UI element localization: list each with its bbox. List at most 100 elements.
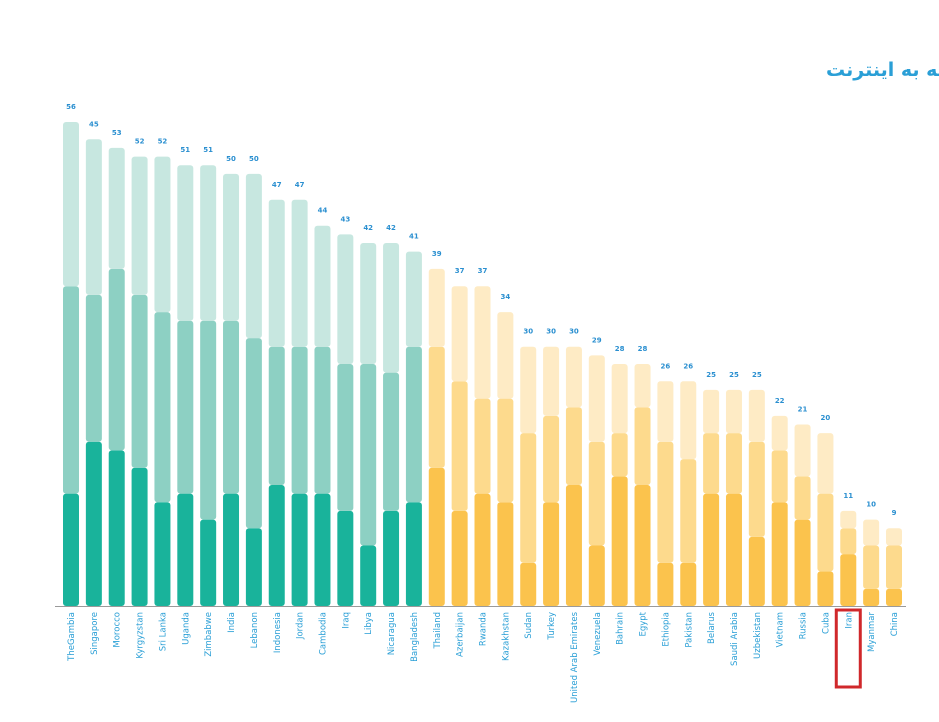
bar-segment (817, 433, 834, 494)
bar-segment (771, 450, 788, 503)
bar-segment (337, 364, 354, 511)
bar-segment (451, 286, 468, 382)
bar-segment (886, 588, 902, 606)
x-tick-label: India (227, 612, 237, 633)
x-tick-label: Iraq (341, 612, 351, 629)
x-tick-label: United Arab Emirates (570, 611, 580, 703)
total-label: 53 (112, 129, 122, 137)
bar-segment (565, 485, 582, 606)
bar-segment (177, 165, 194, 321)
total-label: 26 (661, 362, 671, 370)
x-tick-label: Bangladesh (410, 612, 420, 662)
bar-segment (725, 493, 742, 606)
bar-segment (543, 502, 560, 606)
x-tick-label: Rwanda (479, 612, 489, 646)
x-tick-label: Uzbekistan (753, 612, 763, 659)
total-label: 45 (89, 120, 99, 128)
x-tick-label: Thailand (433, 612, 443, 650)
bar-segment (520, 562, 537, 606)
bar-segment (268, 199, 285, 347)
bar-segment (108, 450, 125, 606)
total-label: 34 (500, 293, 510, 301)
total-label: 50 (226, 155, 236, 163)
bar-segment (565, 346, 582, 408)
total-label: 44 (318, 207, 328, 215)
x-tick-label: Singapore (90, 612, 100, 655)
x-tick-label: Cuba (821, 612, 831, 634)
bar-segment (840, 528, 857, 555)
bar-segment (108, 147, 125, 269)
bar-segment (383, 372, 400, 511)
total-label: 39 (432, 250, 442, 258)
x-tick-label: Myanmar (867, 612, 877, 652)
bar-segment (314, 225, 331, 347)
bar-segment (863, 588, 880, 606)
bar-segment (154, 312, 171, 503)
bar-segment (405, 502, 422, 606)
bar-segment (703, 493, 720, 606)
total-label: 47 (295, 181, 305, 189)
bar-segment (200, 519, 217, 606)
bar-segment (177, 320, 194, 494)
bar-segment (520, 346, 537, 434)
bar-segment (131, 467, 148, 606)
bar-segment (886, 545, 902, 589)
bar-segment (268, 485, 285, 606)
total-label: 51 (180, 146, 190, 154)
bar-segment (680, 459, 697, 563)
bar-segment (863, 519, 880, 546)
bar-segment (794, 424, 811, 477)
bar-segment (657, 381, 674, 442)
bar-segment (314, 493, 331, 606)
bar-segment (543, 415, 560, 503)
bar-segment (291, 199, 308, 347)
bar-segment (840, 554, 857, 606)
total-label: 22 (775, 397, 785, 405)
x-tick-label: Zimbabwe (204, 612, 214, 657)
bar-segment (817, 493, 834, 572)
bar-segment (154, 156, 171, 313)
x-tick-label: Lebanon (250, 612, 260, 648)
bar-segment (703, 389, 720, 434)
bar-segment (337, 234, 354, 364)
total-label: 9 (892, 509, 897, 517)
total-label: 56 (66, 103, 76, 111)
bar-segment (588, 355, 605, 442)
bar-segment (634, 364, 651, 408)
bar-segment (360, 545, 377, 606)
bar-segment (131, 294, 148, 468)
x-tick-label: Iran (844, 612, 854, 629)
total-label: 41 (409, 233, 419, 241)
x-tick-label: Kazakhstan (501, 612, 511, 661)
bar-segment (817, 571, 834, 606)
x-tick-label: Sri Lanka (158, 612, 168, 651)
total-label: 26 (683, 362, 693, 370)
total-label: 43 (340, 215, 350, 223)
total-label: 20 (821, 414, 831, 422)
x-tick-label: Saudi Arabia (730, 612, 740, 666)
total-label: 30 (546, 328, 556, 336)
x-tick-label: Vietnam (776, 612, 786, 647)
x-tick-label: Bahrain (616, 612, 626, 645)
total-label: 47 (272, 181, 282, 189)
bar-segment (428, 268, 445, 347)
bar-segment (497, 502, 514, 606)
x-tick-label: Cambodia (318, 612, 328, 655)
total-label: 52 (135, 138, 145, 146)
bar-segment (428, 467, 445, 606)
total-label: 25 (729, 371, 739, 379)
total-label: 37 (478, 267, 488, 275)
bar-segment (383, 243, 400, 373)
total-label: 25 (752, 371, 762, 379)
bar-segment (520, 433, 537, 563)
bar-segment (360, 364, 377, 546)
bar-segment (748, 441, 765, 537)
bar-segment (748, 536, 765, 606)
bar-segment (771, 415, 788, 451)
bar-segment (428, 346, 445, 468)
x-tick-label: Morocco (113, 612, 123, 648)
bar-segment (840, 510, 857, 529)
bar-segment (497, 398, 514, 503)
bar-segment (725, 389, 742, 434)
bar-segment (451, 510, 468, 606)
